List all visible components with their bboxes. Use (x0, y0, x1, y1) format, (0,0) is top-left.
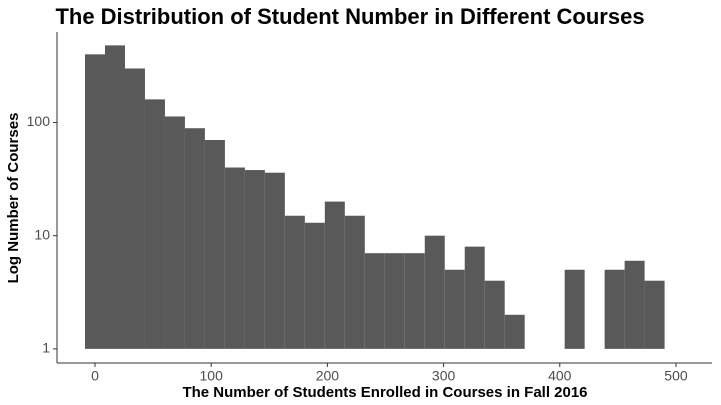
bar (404, 253, 425, 349)
bar (384, 253, 405, 349)
bar (344, 215, 365, 349)
bar (304, 222, 325, 349)
x-tick-label: 500 (664, 368, 688, 384)
bar (224, 167, 245, 349)
bar (564, 269, 585, 349)
bar (244, 170, 265, 349)
y-tick-label: 10 (34, 226, 50, 242)
y-tick-label: 100 (27, 113, 51, 129)
x-tick-label: 200 (316, 368, 340, 384)
bar (604, 269, 625, 349)
bar (484, 280, 505, 349)
y-axis-label: Log Number of Courses (5, 113, 22, 284)
bar (164, 116, 185, 349)
bar (444, 269, 465, 349)
bar (624, 260, 645, 349)
x-axis-label: The Number of Students Enrolled in Cours… (182, 384, 587, 401)
bar (104, 45, 125, 349)
bar (144, 99, 165, 349)
bar (264, 172, 285, 349)
bar (464, 246, 485, 349)
bar (644, 280, 665, 349)
x-tick-label: 400 (548, 368, 572, 384)
bar (85, 54, 105, 349)
x-tick-label: 300 (432, 368, 456, 384)
bar (124, 68, 145, 349)
bar (184, 128, 205, 349)
chart-title: The Distribution of Student Number in Di… (55, 4, 644, 29)
bar (504, 314, 525, 349)
x-tick-label: 100 (200, 368, 224, 384)
bar (284, 215, 305, 349)
bar (324, 201, 345, 349)
bar (364, 253, 385, 349)
bar (204, 140, 225, 349)
x-tick-label: 0 (91, 368, 99, 384)
y-tick-label: 1 (42, 340, 50, 356)
bar (424, 235, 445, 349)
